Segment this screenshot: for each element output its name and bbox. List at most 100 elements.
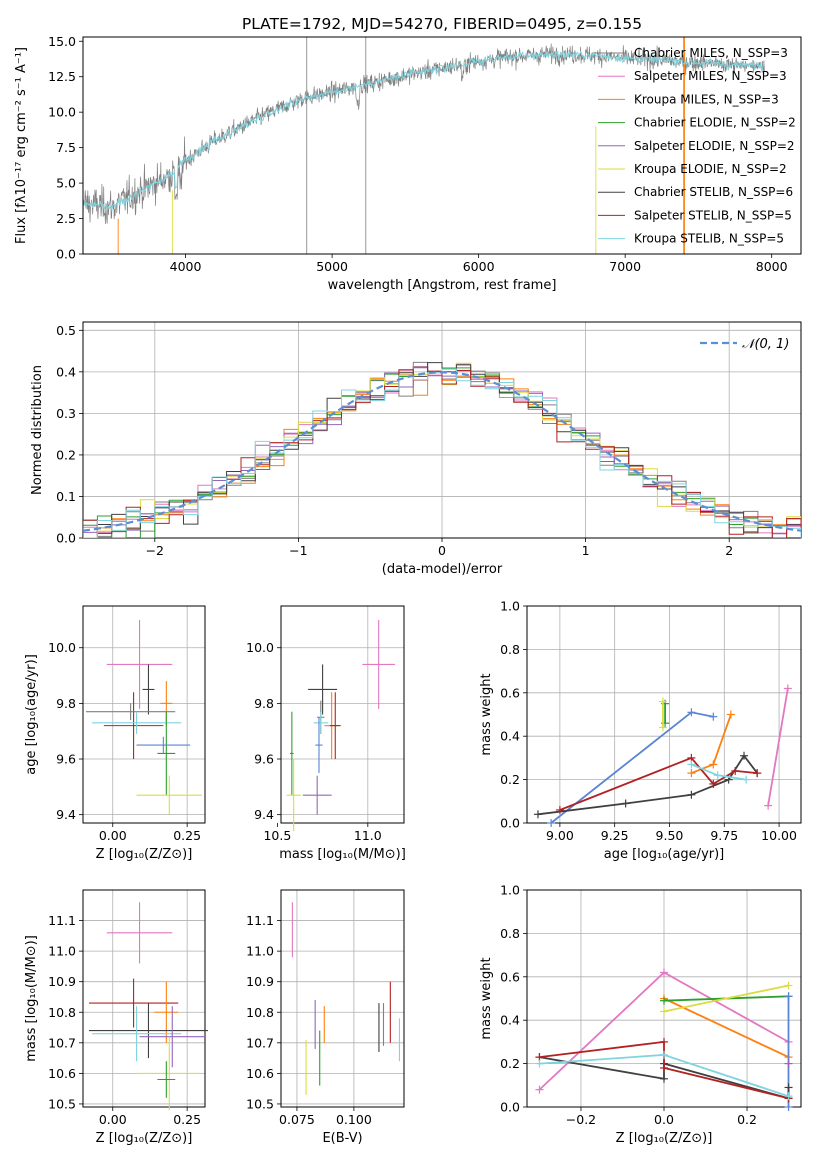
y-tick-label: 0.6 xyxy=(500,685,520,700)
mass-age-panel: 10.5 11.0 9.4 9.6 9.8 10.0 mass [log₁₀(M/M⊙)] xyxy=(246,605,406,862)
y-tick-label: 1.0 xyxy=(500,599,520,614)
x-tick-label: 6000 xyxy=(463,259,495,274)
y-tick-label: 0.4 xyxy=(56,364,76,379)
x-tick-label: 0.00 xyxy=(99,828,127,843)
gaussian-curve xyxy=(82,371,802,532)
y-tick-label: 0.8 xyxy=(500,926,520,941)
y-axis-label: mass weight xyxy=(479,957,494,1039)
model-spectrum-line xyxy=(83,49,765,212)
x-tick-label: 11.0 xyxy=(354,828,382,843)
y-tick-label: 10.9 xyxy=(48,974,76,989)
y-tick-label: 10.9 xyxy=(246,974,274,989)
gaussian-legend-label: 𝒩(0, 1) xyxy=(742,337,789,352)
y-tick-label: 10.8 xyxy=(48,1005,76,1020)
x-tick-label: 0.2 xyxy=(737,1112,757,1127)
y-tick-label: 5.0 xyxy=(56,176,76,191)
x-tick-label: −2 xyxy=(146,543,164,558)
axes-frame xyxy=(82,36,802,255)
x-axis-label: Z [log₁₀(Z/Z⊙)] xyxy=(616,1131,713,1146)
weight-line xyxy=(663,984,789,1013)
y-tick-label: 0.1 xyxy=(56,489,76,504)
x-axis-label: E(B-V) xyxy=(322,1131,362,1146)
x-tick-label: −1 xyxy=(289,543,307,558)
axes-frame xyxy=(526,605,802,824)
y-tick-label: 10.6 xyxy=(246,1066,274,1081)
y-axis-label: mass weight xyxy=(479,673,494,755)
x-tick-label: 5000 xyxy=(316,259,348,274)
y-tick-label: 0.2 xyxy=(500,1056,520,1071)
z-weight-panel: −0.2 0.0 0.2 0.0 0.2 0.4 0.6 0.8 1.0 Z [log₁₀(Z/Z… xyxy=(479,883,802,1146)
legend-entry: Kroupa STELIB, N_SSP=5 xyxy=(634,232,784,246)
x-axis-label: Z [log₁₀(Z/Z⊙)] xyxy=(96,1131,193,1146)
x-tick-label: 7000 xyxy=(609,259,641,274)
x-tick-label: 0.25 xyxy=(173,1112,201,1127)
y-tick-label: 0.4 xyxy=(500,729,520,744)
axes-frame xyxy=(82,889,206,1108)
y-axis-label: Normed distribution xyxy=(30,365,45,495)
observed-spectrum-line xyxy=(83,43,765,225)
y-tick-label: 0.5 xyxy=(56,323,76,338)
y-tick-label: 11.1 xyxy=(48,913,76,928)
y-tick-label: 9.4 xyxy=(254,807,274,822)
y-tick-label: 2.5 xyxy=(56,211,76,226)
y-tick-label: 9.8 xyxy=(56,696,76,711)
z-age-panel: 0.00 0.25 9.4 9.6 9.8 10.0 Z [log₁₀(Z/Z⊙)] age … xyxy=(24,605,206,862)
y-axis-label: mass [log₁₀(M/M⊙)] xyxy=(24,935,39,1062)
y-tick-label: 10.6 xyxy=(48,1066,76,1081)
y-tick-label: 0.0 xyxy=(500,1100,520,1115)
y-tick-label: 10.0 xyxy=(48,105,76,120)
x-axis-label: age [log₁₀(age/yr)] xyxy=(604,847,725,862)
legend-entry: Chabrier ELODIE, N_SSP=2 xyxy=(634,116,796,130)
x-tick-label: 4000 xyxy=(170,259,202,274)
ebv-mass-panel: 0.075 0.100 10.5 10.6 10.7 10.8 10.9 11.0 11.1 E(… xyxy=(246,889,405,1146)
y-tick-label: 10.8 xyxy=(246,1005,274,1020)
x-tick-label: 1 xyxy=(582,543,590,558)
axes-frame xyxy=(82,321,802,539)
x-tick-label: 0.0 xyxy=(654,1112,674,1127)
x-tick-label: −0.2 xyxy=(566,1112,596,1127)
x-tick-label: 0.075 xyxy=(279,1112,315,1127)
y-tick-label: 9.6 xyxy=(56,752,76,767)
x-tick-label: 9.00 xyxy=(546,828,574,843)
axes-frame xyxy=(526,889,802,1108)
x-tick-label: 0 xyxy=(438,543,446,558)
y-tick-label: 0.4 xyxy=(500,1013,520,1028)
y-tick-label: 10.0 xyxy=(246,640,274,655)
axes-frame xyxy=(280,605,405,824)
y-tick-label: 0.6 xyxy=(500,969,520,984)
y-tick-label: 0.0 xyxy=(500,816,520,831)
legend-entry: Chabrier MILES, N_SSP=3 xyxy=(634,46,788,60)
legend-entry: Kroupa ELODIE, N_SSP=2 xyxy=(634,162,787,176)
legend-entry: Salpeter MILES, N_SSP=3 xyxy=(634,69,787,83)
x-axis-label: wavelength [Angstrom, rest frame] xyxy=(328,278,557,293)
x-tick-label: 0.00 xyxy=(99,1112,127,1127)
y-tick-label: 10.0 xyxy=(48,640,76,655)
y-tick-label: 10.5 xyxy=(246,1096,274,1111)
y-tick-label: 7.5 xyxy=(56,140,76,155)
y-tick-label: 10.7 xyxy=(48,1035,76,1050)
z-mass-panel: 0.00 0.25 10.5 10.6 10.7 10.8 10.9 11.0 11.1 Z [l… xyxy=(24,889,208,1146)
x-axis-label: (data-model)/error xyxy=(382,562,503,577)
y-tick-label: 9.6 xyxy=(254,752,274,767)
x-tick-label: 10.00 xyxy=(761,828,797,843)
axes-frame xyxy=(82,605,206,824)
y-tick-label: 0.0 xyxy=(56,247,76,262)
weight-line xyxy=(559,756,758,811)
y-tick-label: 11.1 xyxy=(246,913,274,928)
x-tick-label: 9.50 xyxy=(656,828,684,843)
y-tick-label: 0.8 xyxy=(500,642,520,657)
weight-line xyxy=(537,754,758,816)
y-tick-label: 11.0 xyxy=(246,944,274,959)
weight-line xyxy=(550,711,714,824)
chart-title: PLATE=1792, MJD=54270, FIBERID=0495, z=0… xyxy=(242,15,642,33)
weight-line xyxy=(663,997,789,1058)
y-tick-label: 0.0 xyxy=(56,531,76,546)
y-tick-label: 9.8 xyxy=(254,696,274,711)
y-tick-label: 0.2 xyxy=(500,772,520,787)
y-tick-label: 11.0 xyxy=(48,944,76,959)
x-axis-label: mass [log₁₀(M/M⊙)] xyxy=(279,847,406,862)
y-tick-label: 9.4 xyxy=(56,807,76,822)
y-axis-label: age [log₁₀(age/yr)] xyxy=(24,654,39,775)
x-tick-label: 8000 xyxy=(756,259,788,274)
